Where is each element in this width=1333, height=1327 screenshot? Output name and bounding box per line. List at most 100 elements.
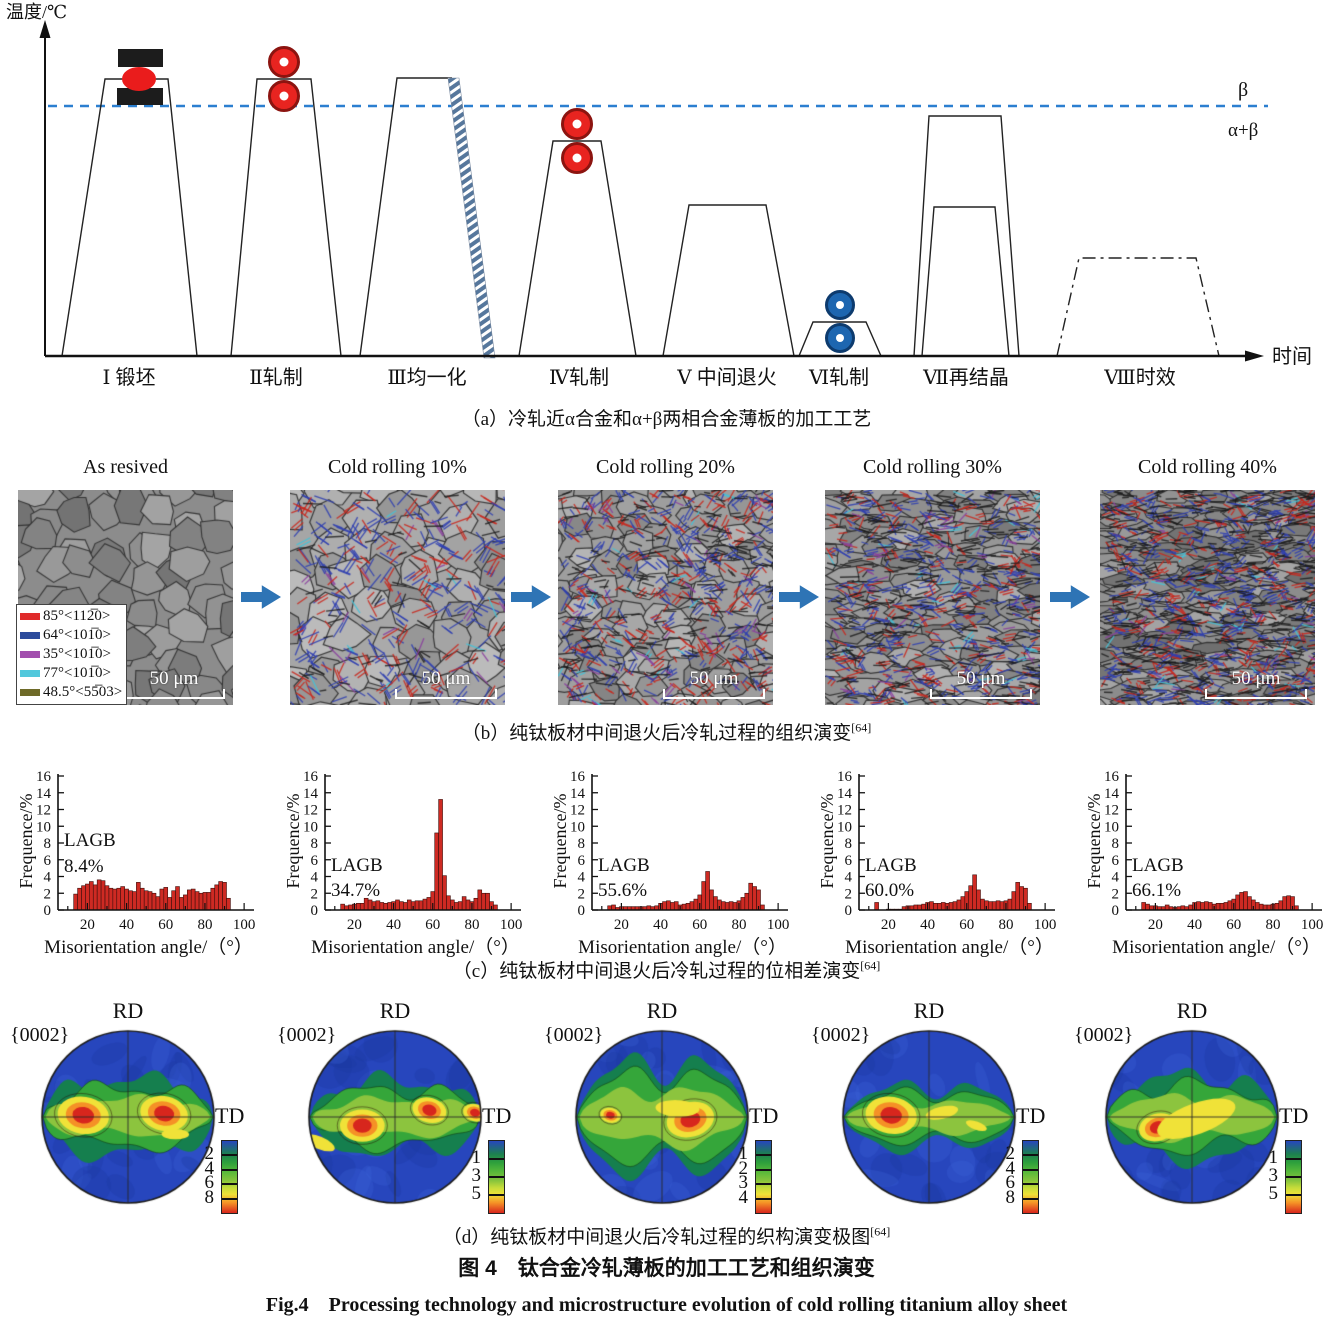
colorbar-label: 5 xyxy=(471,1183,482,1204)
histogram-bar xyxy=(713,896,718,911)
histogram-bar xyxy=(465,899,471,911)
y-tick-label: 4 xyxy=(44,870,52,886)
histogram-bar xyxy=(77,887,82,911)
x-tick-label: 100 xyxy=(1301,917,1324,933)
histogram-bar xyxy=(457,901,463,911)
pole-figure-image xyxy=(8,1028,248,1206)
step-6-temperature-profile xyxy=(798,321,882,357)
histogram-bar xyxy=(991,901,997,911)
rolling-symbol-step-4 xyxy=(561,108,593,174)
x-tick-label: 100 xyxy=(500,917,522,933)
y-tick-label: 12 xyxy=(303,803,318,819)
colorbar-label: 8 xyxy=(204,1186,215,1208)
pole-figure-image xyxy=(809,1028,1049,1206)
y-tick-label: 16 xyxy=(1104,769,1120,785)
histogram-bar xyxy=(395,899,400,911)
histogram-bar xyxy=(1235,894,1240,911)
y-axis-label: Frequence/% xyxy=(550,793,570,889)
histogram-bar xyxy=(120,886,125,911)
x-axis-label: Misorientation angle/（°） xyxy=(578,937,787,958)
step-1-label: Ⅰ 锻坯 xyxy=(103,366,156,389)
y-tick-label: 14 xyxy=(303,786,319,802)
step-7-label: Ⅶ再结晶 xyxy=(922,366,1009,389)
y-tick-label: 8 xyxy=(845,836,853,852)
histogram-cr40: 0 2 4 6 8 10 12 14 16 20 40 60 80 100 Frequence/% Mis… xyxy=(1068,768,1333,958)
histogram-bar xyxy=(693,898,699,911)
histogram-bar xyxy=(1007,898,1013,911)
step-3-temperature-profile xyxy=(359,77,452,357)
histogram-bar xyxy=(96,879,102,911)
x-tick-label: 40 xyxy=(653,917,668,933)
y-tick-label: 14 xyxy=(837,786,853,802)
histogram-cr20: 0 2 4 6 8 10 12 14 16 20 40 60 80 100 Frequence/% Mis… xyxy=(534,768,801,958)
y-tick-label: 14 xyxy=(36,786,52,802)
micrograph-cr40: 50 μm xyxy=(1100,490,1315,705)
scale-bar-bracket xyxy=(123,689,225,699)
colorbar-tick xyxy=(222,1168,237,1171)
histogram-bar xyxy=(438,799,443,911)
intensity-colorbar xyxy=(755,1140,772,1214)
lagb-label: LAGB xyxy=(64,830,116,851)
colorbar-tick xyxy=(756,1197,771,1200)
histogram-bar xyxy=(426,897,432,911)
x-tick-label: 20 xyxy=(347,917,362,933)
y-tick-label: 10 xyxy=(1104,819,1119,835)
micrograph-title-4: Cold rolling 30% xyxy=(863,456,1002,478)
histogram-bar xyxy=(190,888,196,911)
x-tick-label: 80 xyxy=(197,917,212,933)
y-tick-label: 8 xyxy=(1112,836,1120,852)
histogram-bar xyxy=(940,902,946,911)
histogram-bar xyxy=(748,882,753,911)
colorbar-tick xyxy=(1286,1194,1301,1196)
x-tick-label: 60 xyxy=(158,917,173,933)
y-tick-label: 8 xyxy=(578,836,586,852)
legend-swatch xyxy=(20,689,40,696)
intensity-colorbar xyxy=(221,1140,238,1214)
histogram-bar xyxy=(171,890,176,911)
lagb-value: 34.7% xyxy=(331,880,381,901)
scale-bar-label: 50 μm xyxy=(149,668,199,689)
colorbar-label: 2 xyxy=(738,1157,749,1179)
histogram-bar xyxy=(383,903,388,911)
process-diagram: 温度/℃ 时间 β α+β Ⅰ 锻坯 Ⅱ轧制 Ⅲ均一化 Ⅳ轧制 Ⅴ 中间退火 Ⅵ… xyxy=(6,2,1312,389)
step-8-label: Ⅷ时效 xyxy=(1103,366,1176,389)
x-tick-label: 60 xyxy=(692,917,707,933)
histogram-bar xyxy=(477,889,483,911)
histogram-bar xyxy=(194,891,200,911)
histogram-bar xyxy=(1227,900,1233,911)
caption-b: （b）纯钛板材中间退火后冷轧过程的组织演变[64] xyxy=(0,718,1333,745)
x-tick-label: 20 xyxy=(614,917,629,933)
x-axis-label: Misorientation angle/（°） xyxy=(44,937,253,958)
histogram-bar xyxy=(442,875,447,911)
y-tick-label: 4 xyxy=(845,870,853,886)
legend-item: 64°<101̅0> xyxy=(20,626,122,645)
micrograph-image xyxy=(825,490,1040,705)
histogram-bar xyxy=(960,896,966,911)
histogram-bar xyxy=(666,900,671,911)
scale-bar-bracket xyxy=(395,689,497,699)
histogram-bar xyxy=(1196,901,1201,911)
y-tick-label: 4 xyxy=(311,870,319,886)
histogram-bar xyxy=(147,891,153,911)
caption-d-text: （d）纯钛板材中间退火后冷轧过程的织构演变极图 xyxy=(442,1227,871,1248)
y-axis-label: Frequence/% xyxy=(283,793,303,889)
colorbar-label: 1 xyxy=(738,1143,749,1165)
colorbar-label: 3 xyxy=(1268,1165,1279,1186)
histogram-bar xyxy=(222,882,227,911)
scale-bar-label: 50 μm xyxy=(689,668,739,689)
histogram-bar xyxy=(1282,896,1287,911)
histogram-bar xyxy=(968,885,973,911)
y-tick-label: 0 xyxy=(578,903,586,919)
pole-figure-image xyxy=(1072,1028,1312,1206)
x-axis-label: 时间 xyxy=(1272,345,1312,368)
y-tick-label: 14 xyxy=(1104,786,1120,802)
y-tick-label: 12 xyxy=(570,803,585,819)
x-tick-label: 40 xyxy=(920,917,935,933)
misorientation-legend: 85°<112̅0> 64°<101̅0> 35°<101̅0> 77°<101… xyxy=(16,604,128,705)
histogram-bar xyxy=(206,892,212,911)
y-tick-label: 12 xyxy=(1104,803,1119,819)
